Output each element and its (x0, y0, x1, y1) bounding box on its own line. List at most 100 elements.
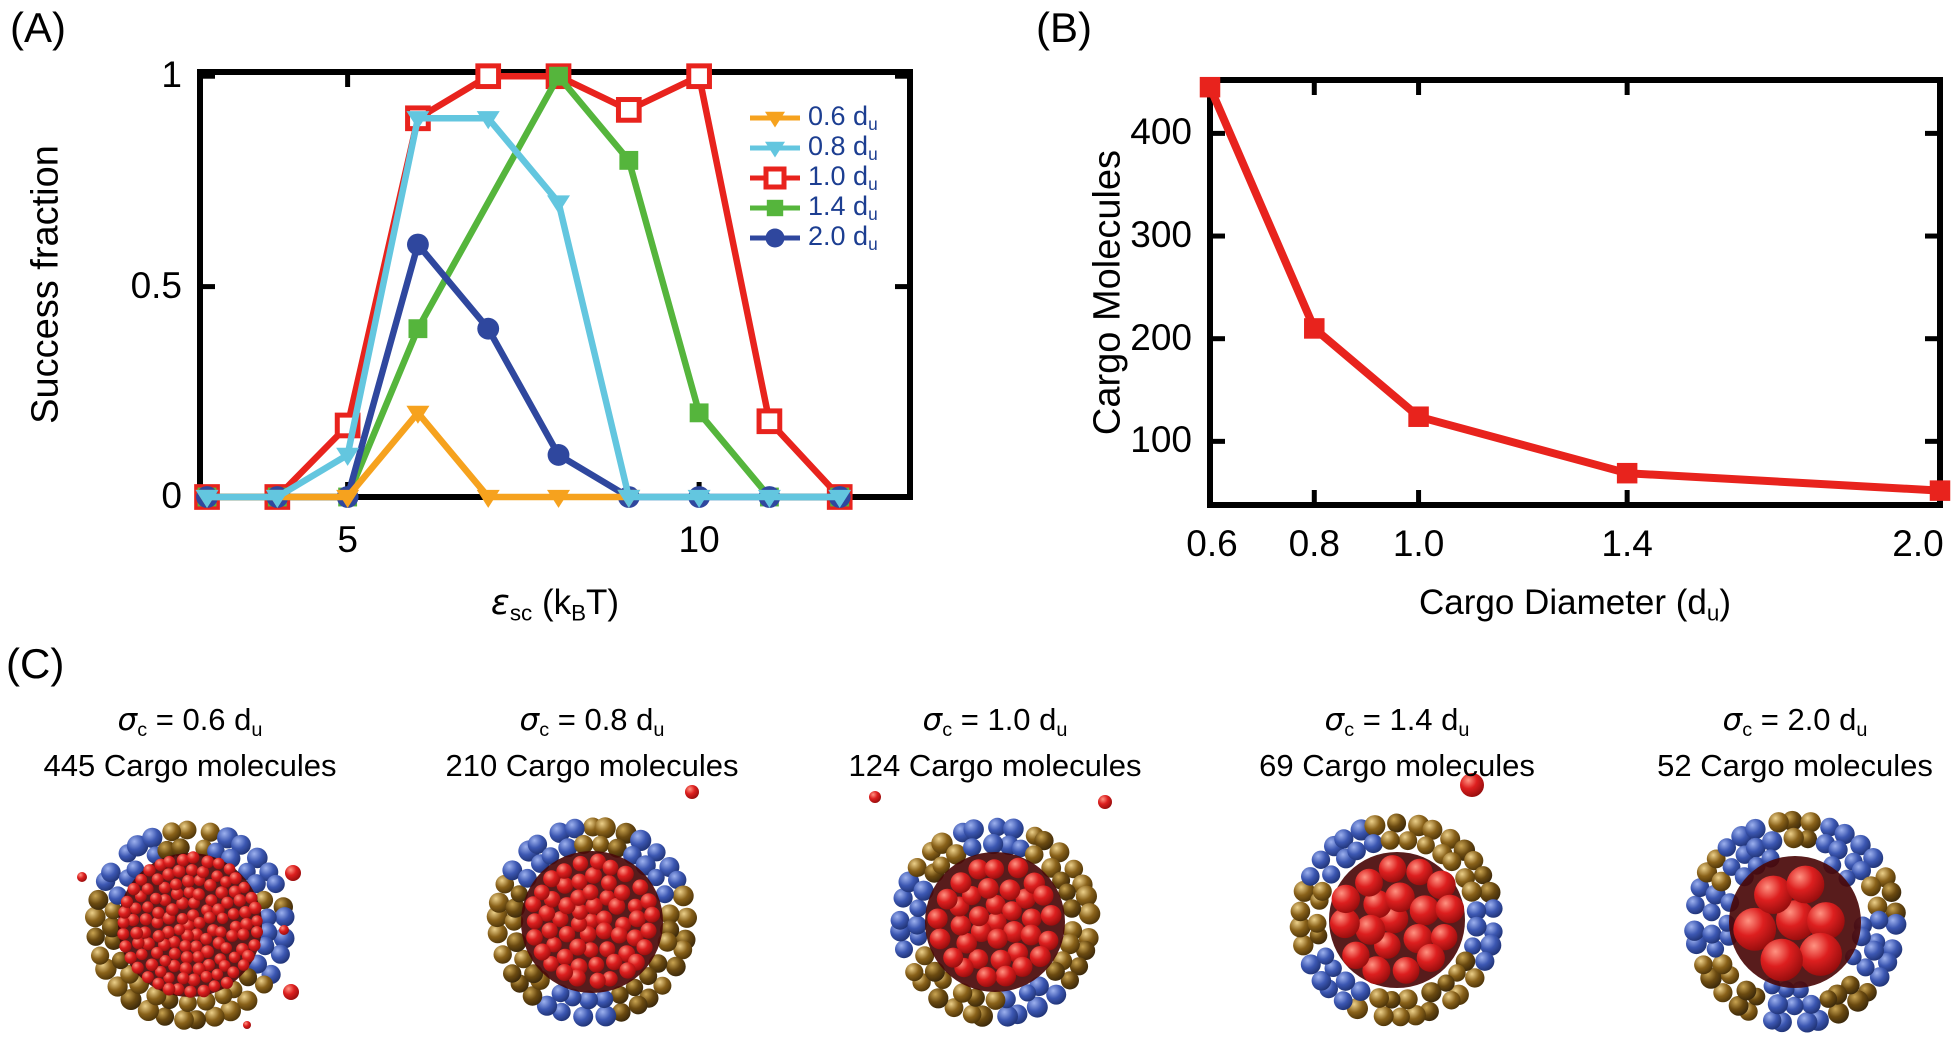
panel-a-ytick-label: 0.5 (130, 264, 182, 306)
cargo-molecule-sphere (136, 948, 148, 961)
cargo-molecule-sphere (590, 853, 606, 870)
cargo-molecule-sphere (168, 935, 181, 949)
shell-subunit-brown (1024, 845, 1044, 864)
cargo-molecule-sphere (1427, 870, 1456, 900)
cargo-molecule-sphere (1021, 908, 1042, 929)
cargo-molecule-sphere (1378, 855, 1407, 883)
shell-subunit-blue (595, 989, 614, 1009)
cargo-molecule-sphere (184, 985, 197, 998)
shell-subunit-brown (1819, 990, 1838, 1008)
shell-subunit-blue (541, 847, 560, 865)
cargo-molecule-sphere (151, 916, 164, 929)
cargo-molecule-sphere (1012, 956, 1033, 977)
shell-subunit-brown (672, 885, 694, 907)
cargo-molecule-sphere (999, 879, 1021, 901)
shell-subunit-blue (983, 833, 1004, 855)
du-subscript: u (1706, 600, 1720, 626)
cargo-molecule-sphere (119, 940, 132, 953)
capsid-rendering-4 (1684, 810, 1907, 1033)
series-line (203, 241, 843, 501)
cargo-molecule-sphere (1330, 908, 1360, 939)
cargo-molecule-sphere (197, 984, 211, 998)
shell-subunit-brown (86, 927, 105, 946)
series-marker-triangle (336, 447, 360, 466)
panel-b-xtick-label: 0.6 (1186, 523, 1238, 564)
panel-b-label: (B) (1036, 4, 1092, 51)
shell-subunit-blue (1018, 984, 1037, 1002)
shell-subunit-brown (1422, 819, 1443, 840)
shell-subunit-blue (142, 827, 163, 848)
sigma-symbol: σ (117, 702, 138, 738)
cargo-molecule-sphere (572, 855, 589, 872)
legend-item-subscript: u (868, 204, 878, 225)
cargo-molecule-sphere (1385, 882, 1415, 913)
shell-subunit-brown (155, 1007, 175, 1026)
stray-cargo-sphere (285, 865, 301, 881)
cargo-molecule-sphere (541, 922, 558, 939)
shell-subunit-blue (1706, 940, 1725, 958)
shell-subunit-blue (1046, 984, 1067, 1005)
legend-item-text: 0.6 d (808, 101, 869, 131)
series-marker-triangle (765, 111, 785, 128)
cargo-molecule-sphere (170, 878, 182, 891)
cargo-molecule-sphere (117, 916, 130, 929)
series-marker-circle (477, 317, 500, 340)
series-marker-triangle (757, 489, 781, 508)
cargo-molecule-sphere (1733, 907, 1777, 951)
shell-subunit-brown (653, 976, 672, 995)
cargo-molecule-sphere (211, 870, 223, 882)
cargo-molecule-sphere (130, 926, 144, 940)
cargo-molecule-sphere (632, 879, 649, 896)
cargo-molecule-sphere (192, 951, 205, 963)
chart-panel_b (1199, 76, 1951, 508)
shell-subunit-brown (1728, 995, 1749, 1016)
shell-subunit-brown (503, 964, 522, 983)
cargo-molecule-sphere (1015, 888, 1036, 909)
cargo-molecule-sphere (118, 906, 131, 919)
shell-subunit-brown (1307, 913, 1327, 933)
shell-subunit-brown (944, 998, 964, 1018)
shell-subunit-blue (552, 1002, 571, 1022)
shell-subunit-brown (1398, 831, 1418, 851)
capsid-rendering-2 (869, 791, 1112, 1027)
cargo-molecule-sphere (202, 958, 215, 972)
shell-subunit-blue (1690, 878, 1710, 898)
legend-item-label: 2.0 du (808, 221, 878, 255)
series-marker-triangle (765, 141, 785, 158)
cargo-molecule-sphere (617, 865, 634, 883)
cargo-molecule-sphere (984, 859, 1005, 879)
cargo-molecule-sphere (196, 866, 209, 879)
cargo-molecule-sphere (200, 932, 213, 945)
cargo-molecule-sphere (185, 864, 198, 876)
series-marker-open-square (686, 63, 712, 90)
legend-item-text: 1.4 d (808, 191, 869, 221)
shell-subunit-brown (1479, 881, 1501, 903)
panel-a-xtick-label: 5 (337, 519, 358, 560)
panel-a-xtick-label: 10 (678, 519, 720, 560)
shell-subunit-brown (200, 822, 220, 842)
legend-item-text: 2.0 d (808, 221, 869, 251)
shell-subunit-blue (988, 817, 1007, 837)
cargo-molecule-sphere (141, 883, 154, 895)
capsid-caption-sigma: σc = 1.4 du (1207, 702, 1587, 742)
cargo-molecule-sphere (176, 913, 189, 925)
cargo-molecule-sphere (1754, 875, 1793, 914)
cargo-molecule-sphere (227, 908, 240, 920)
series-marker-triangle (265, 489, 289, 508)
cargo-molecule-sphere (220, 942, 232, 954)
cargo-diameter-text: Cargo Diameter (d (1419, 583, 1707, 622)
cargo-molecule-sphere (589, 972, 606, 989)
series-marker-square (619, 150, 639, 170)
cargo-molecule-sphere (1799, 932, 1842, 976)
shell-subunit-brown (610, 986, 629, 1004)
shell-subunit-brown (666, 956, 686, 977)
series-marker-triangle (547, 489, 571, 508)
shell-subunit-blue (1464, 937, 1482, 955)
stray-cargo-sphere (283, 984, 299, 1000)
shell-subunit-blue (1763, 1011, 1782, 1030)
cargo-molecule-sphere (132, 936, 145, 950)
shell-subunit-blue (1334, 829, 1354, 849)
cargo-molecule-sphere (151, 946, 163, 959)
legend-item-subscript: u (868, 144, 878, 165)
cargo-molecule-sphere (968, 859, 989, 880)
